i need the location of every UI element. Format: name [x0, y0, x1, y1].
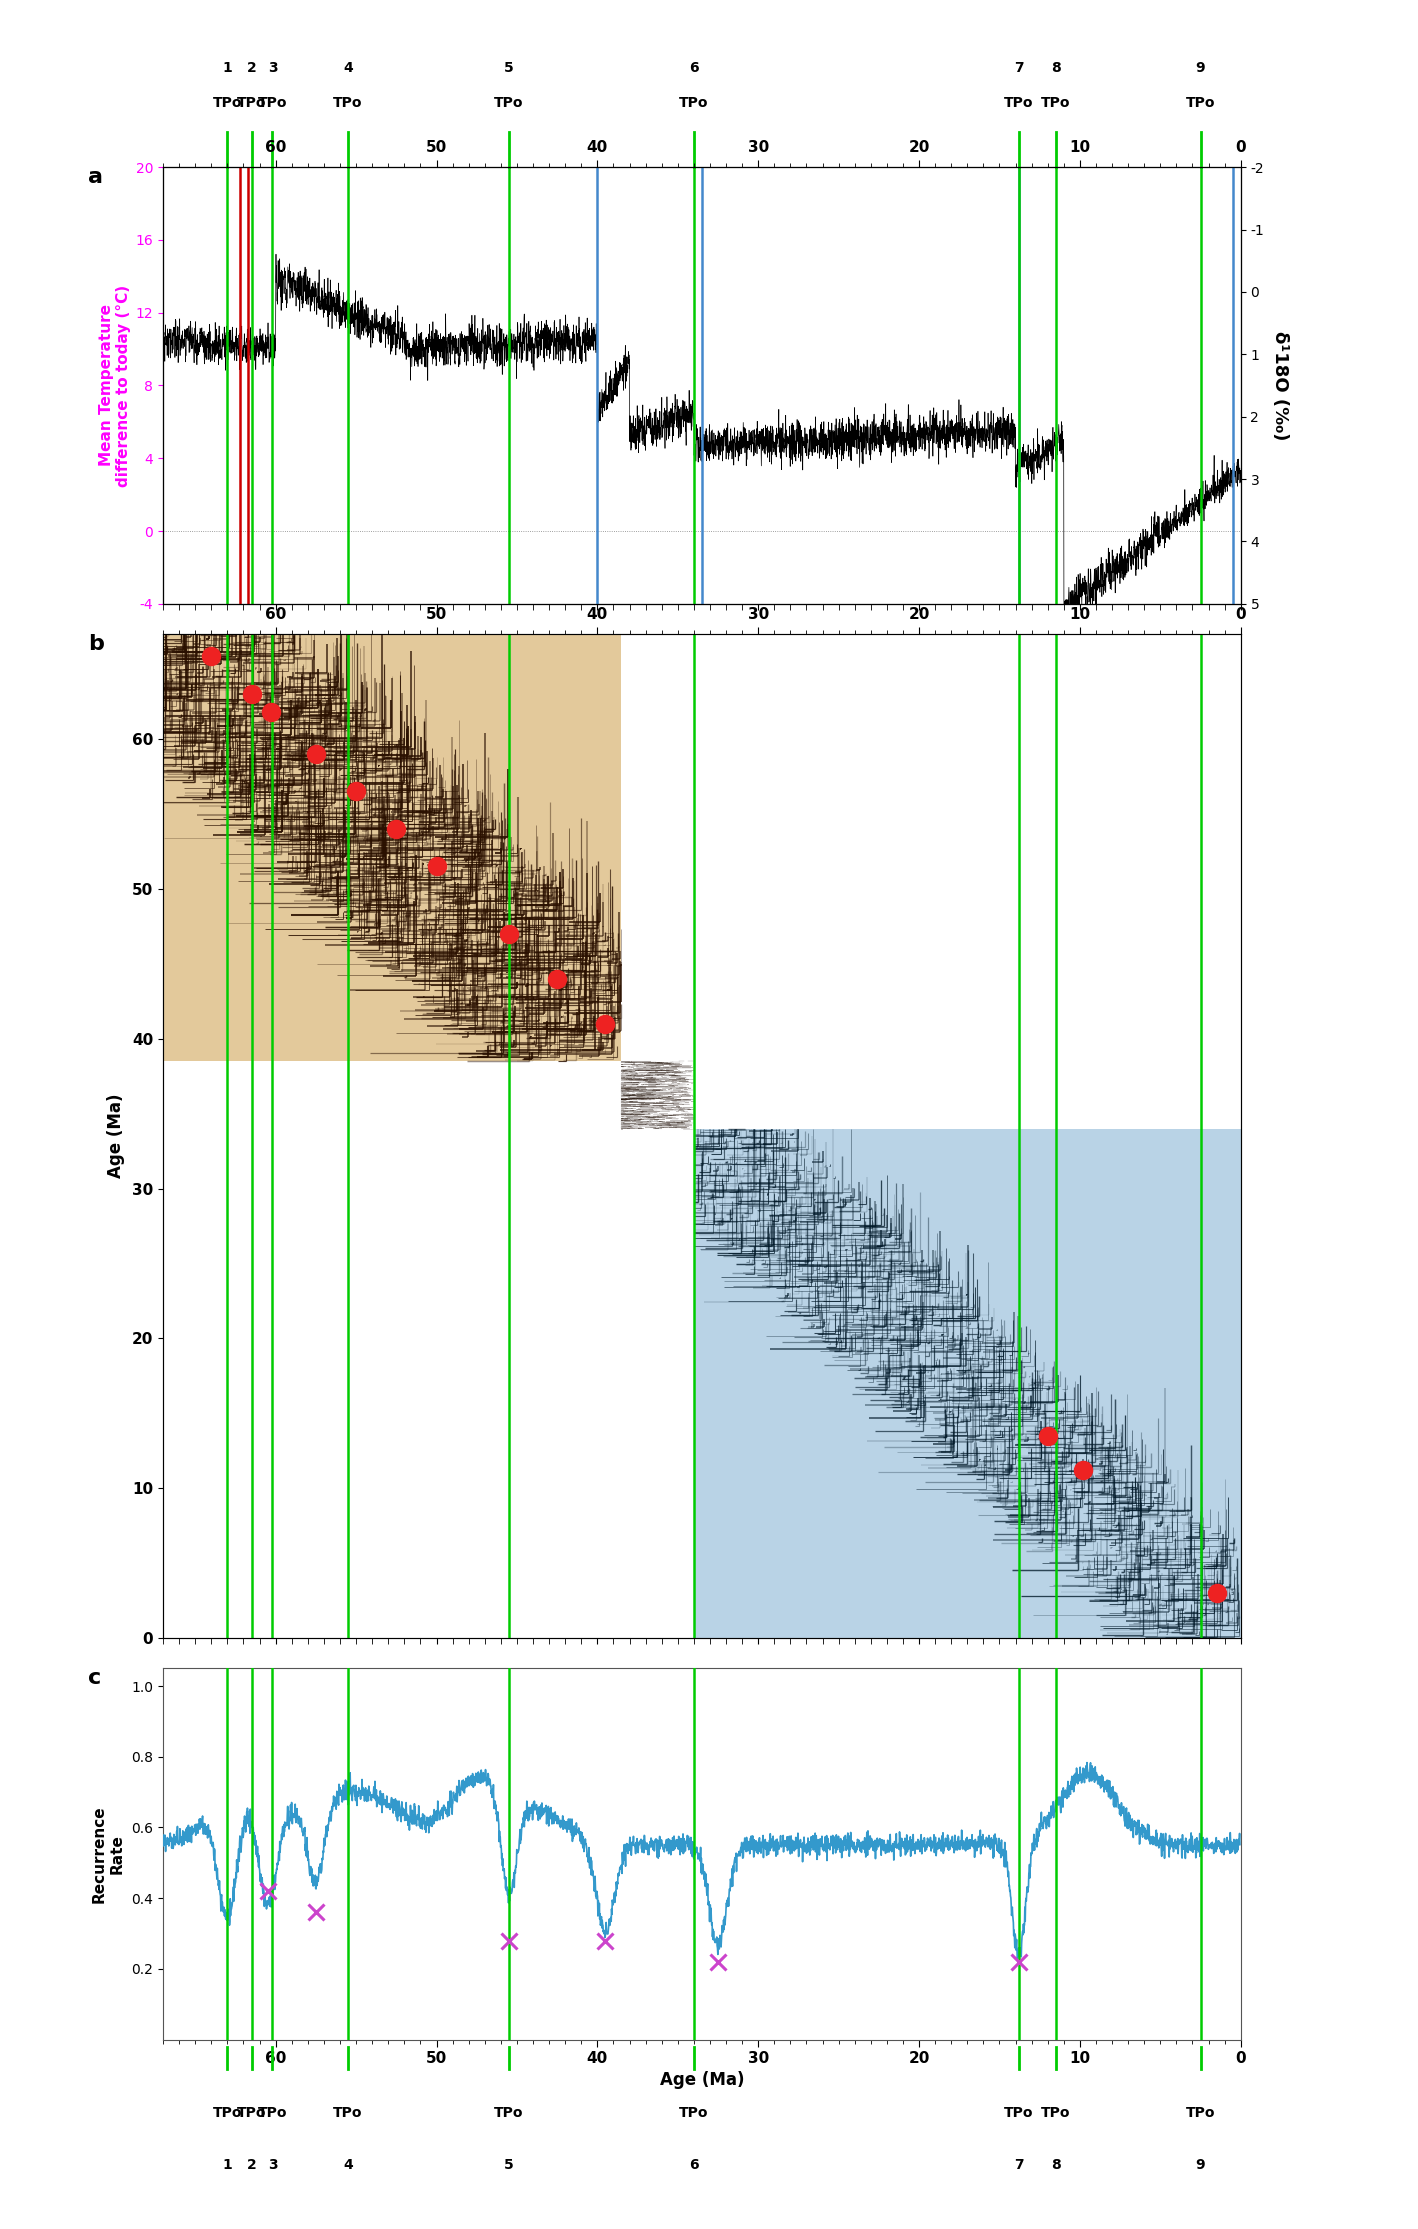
Text: 9: 9 — [1195, 2158, 1205, 2173]
Text: 5: 5 — [503, 62, 513, 76]
Text: TPo: TPo — [1004, 96, 1034, 111]
Text: a: a — [88, 167, 102, 187]
Text: TPo: TPo — [333, 96, 363, 111]
Text: TPo: TPo — [258, 96, 288, 111]
Text: 1: 1 — [223, 62, 233, 76]
Text: 6: 6 — [689, 62, 699, 76]
Y-axis label: Age (Ma): Age (Ma) — [106, 1094, 125, 1179]
Text: 3: 3 — [268, 62, 278, 76]
Y-axis label: Recurrence
Rate: Recurrence Rate — [92, 1805, 125, 1904]
Text: 4: 4 — [343, 2158, 353, 2173]
Text: TPo: TPo — [1041, 96, 1071, 111]
Text: TPo: TPo — [1004, 2106, 1034, 2120]
Text: TPo: TPo — [213, 2106, 242, 2120]
Bar — [693, 1128, 1241, 1638]
Text: TPo: TPo — [1185, 2106, 1215, 2120]
Text: TPo: TPo — [213, 96, 242, 111]
Text: 4: 4 — [343, 62, 353, 76]
Text: TPo: TPo — [679, 2106, 709, 2120]
Y-axis label: δ¹18O (‰): δ¹18O (‰) — [1271, 330, 1289, 439]
Text: TPo: TPo — [1185, 96, 1215, 111]
Text: TPo: TPo — [493, 96, 523, 111]
Bar — [163, 633, 621, 1061]
Text: TPo: TPo — [258, 2106, 288, 2120]
Text: TPo: TPo — [237, 2106, 267, 2120]
Text: 7: 7 — [1014, 2158, 1024, 2173]
Text: 7: 7 — [1014, 62, 1024, 76]
Text: 8: 8 — [1051, 2158, 1061, 2173]
Text: b: b — [88, 633, 104, 653]
Text: TPo: TPo — [237, 96, 267, 111]
Text: TPo: TPo — [333, 2106, 363, 2120]
Text: 2: 2 — [247, 62, 257, 76]
Text: 3: 3 — [268, 2158, 278, 2173]
Text: TPo: TPo — [493, 2106, 523, 2120]
Text: 6: 6 — [689, 2158, 699, 2173]
Text: c: c — [88, 1670, 101, 1687]
Text: 5: 5 — [503, 2158, 513, 2173]
Text: 9: 9 — [1195, 62, 1205, 76]
Text: 1: 1 — [223, 2158, 233, 2173]
Text: TPo: TPo — [679, 96, 709, 111]
Text: 8: 8 — [1051, 62, 1061, 76]
Y-axis label: Mean Temperature
difference to today (°C): Mean Temperature difference to today (°C… — [99, 285, 132, 486]
Text: TPo: TPo — [1041, 2106, 1071, 2120]
Text: 2: 2 — [247, 2158, 257, 2173]
X-axis label: Age (Ma): Age (Ma) — [659, 2071, 744, 2089]
